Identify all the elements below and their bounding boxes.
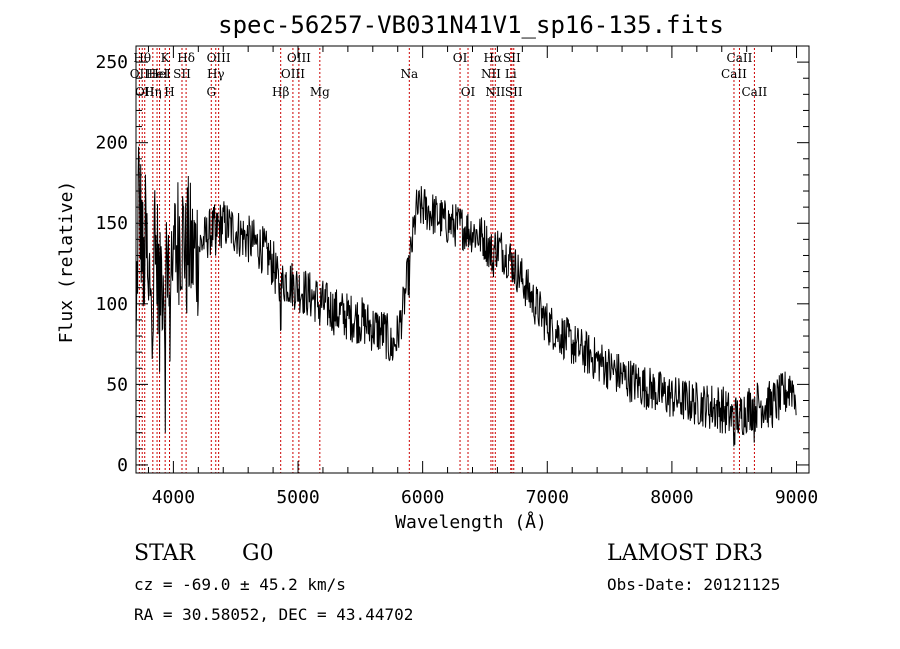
x-axis-label: Wavelength (Å) xyxy=(395,511,547,533)
y-tick-label: 50 xyxy=(106,374,128,395)
y-tick-label: 0 xyxy=(117,455,128,476)
line-label: Mg xyxy=(310,85,330,99)
line-label: SII xyxy=(173,67,191,81)
x-tick-label: 7000 xyxy=(526,487,569,508)
spectrum-series xyxy=(135,146,797,447)
line-label: Hα xyxy=(484,51,503,65)
line-label: Hδ xyxy=(177,51,195,65)
y-tick-labels: 0 50 100 150 200 250 xyxy=(95,52,128,476)
line-label: CaII xyxy=(741,85,767,99)
line-label: Na xyxy=(400,67,418,81)
y-tick-label: 250 xyxy=(95,52,128,73)
x-tick-label: 4000 xyxy=(152,487,195,508)
axis-ticks xyxy=(136,45,809,473)
line-label: OI xyxy=(461,85,476,99)
line-label: G xyxy=(206,85,216,99)
obs-date: Obs-Date: 20121125 xyxy=(607,575,780,594)
spectral-class: STAR xyxy=(134,541,196,566)
line-label: CaII xyxy=(721,67,747,81)
chart-title: spec-56257-VB031N41V1_sp16-135.fits xyxy=(218,11,724,39)
x-tick-label: 5000 xyxy=(276,487,319,508)
line-label: Hγ xyxy=(207,67,225,81)
line-label: Hθ xyxy=(133,51,151,65)
line-label: Li xyxy=(505,67,517,81)
line-label: OIII xyxy=(207,51,231,65)
line-label: CaII xyxy=(727,51,753,65)
line-label: HeI xyxy=(146,67,169,81)
spectrum-line xyxy=(135,146,797,447)
survey-name: LAMOST DR3 xyxy=(607,541,763,566)
x-tick-label: 6000 xyxy=(401,487,444,508)
x-tick-label: 9000 xyxy=(775,487,818,508)
line-label: OI xyxy=(453,51,468,65)
line-label: NII xyxy=(481,67,501,81)
line-label: NII xyxy=(485,85,505,99)
line-label: OIII xyxy=(281,67,305,81)
line-label: H xyxy=(164,85,174,99)
line-label: Hβ xyxy=(272,85,289,99)
y-axis-label: Flux (relative) xyxy=(56,181,77,344)
spectral-line-markers xyxy=(138,48,755,473)
spectral-line-labels: OIIHθOIIHηHeIHeIKHSIIHδHγGOIIIHβOIIIOIII… xyxy=(130,51,768,99)
x-tick-labels: 4000 5000 6000 7000 8000 9000 xyxy=(152,487,819,508)
redshift-text: cz = -69.0 ± 45.2 km/s xyxy=(134,575,346,594)
line-label: HeI xyxy=(148,67,171,81)
y-tick-label: 200 xyxy=(95,133,128,154)
y-tick-label: 150 xyxy=(95,213,128,234)
line-label: OIII xyxy=(287,51,311,65)
line-label: K xyxy=(161,51,171,65)
line-label: OII xyxy=(130,67,150,81)
line-label: Hη xyxy=(144,85,162,99)
x-tick-label: 8000 xyxy=(650,487,693,508)
spectral-subclass: G0 xyxy=(242,541,274,566)
line-label: SII xyxy=(505,85,523,99)
line-label: SII xyxy=(503,51,521,65)
y-tick-label: 100 xyxy=(95,294,128,315)
coordinates: RA = 30.58052, DEC = 43.44702 xyxy=(134,605,413,624)
line-label: OII xyxy=(135,85,155,99)
